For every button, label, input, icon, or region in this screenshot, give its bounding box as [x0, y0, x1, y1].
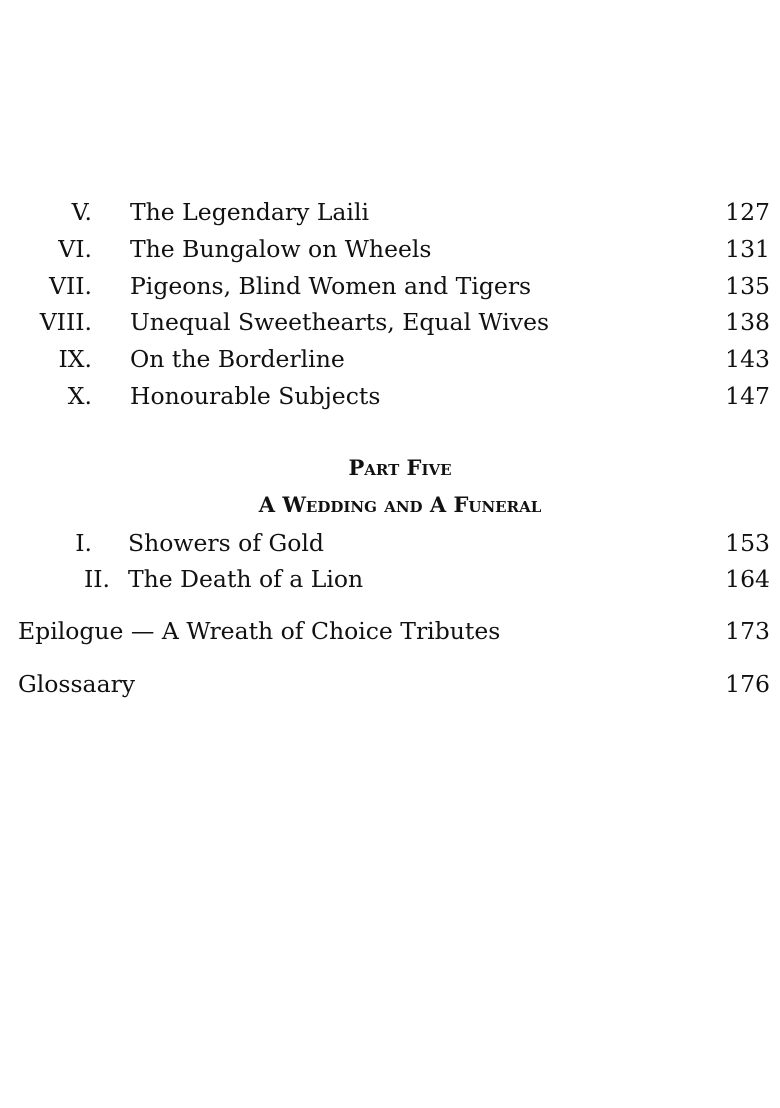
- page-number: 173: [725, 617, 770, 645]
- page-number: 131: [725, 235, 770, 263]
- toc-row: I. Showers of Gold 153: [0, 526, 780, 560]
- chapter-number: I.: [75, 529, 92, 557]
- page-number: 164: [725, 565, 770, 593]
- chapter-title: Unequal Sweethearts, Equal Wives: [130, 308, 550, 336]
- toc-row-epilogue: Epilogue — A Wreath of Choice Tributes 1…: [0, 614, 780, 648]
- toc-row: VI. The Bungalow on Wheels 131: [0, 232, 780, 266]
- chapter-title: Showers of Gold: [128, 529, 324, 557]
- chapter-title: The Legendary Laili: [130, 198, 369, 226]
- chapter-title: The Bungalow on Wheels: [130, 235, 432, 263]
- toc-row-glossary: Glossaary 176: [0, 667, 780, 701]
- chapter-number: X.: [67, 382, 92, 410]
- chapter-number: VIII.: [39, 308, 92, 336]
- chapter-number: VII.: [48, 272, 92, 300]
- toc-row: V. The Legendary Laili 127: [0, 195, 780, 229]
- page-number: 138: [725, 308, 770, 336]
- toc-row: VII. Pigeons, Blind Women and Tigers 135: [0, 269, 780, 303]
- toc-row: II. The Death of a Lion 164: [0, 562, 780, 596]
- chapter-number: V.: [71, 198, 92, 226]
- page-number: 176: [725, 670, 770, 698]
- part-title: A Wedding and A Funeral: [258, 492, 542, 517]
- chapter-number: IX.: [58, 345, 92, 373]
- chapter-title: The Death of a Lion: [128, 565, 364, 593]
- page-number: 153: [725, 529, 770, 557]
- chapter-title: Pigeons, Blind Women and Tigers: [130, 272, 532, 300]
- part-label: Part Five: [348, 455, 452, 480]
- glossary-title: Glossaary: [18, 670, 136, 698]
- chapter-number: VI.: [58, 235, 92, 263]
- toc-row: IX. On the Borderline 143: [0, 342, 780, 376]
- page-number: 127: [725, 198, 770, 226]
- toc-row: X. Honourable Subjects 147: [0, 379, 780, 413]
- page-number: 143: [725, 345, 770, 373]
- chapter-number: II.: [83, 565, 110, 593]
- page-number: 135: [725, 272, 770, 300]
- chapter-title: On the Borderline: [130, 345, 345, 373]
- toc-row: VIII. Unequal Sweethearts, Equal Wives 1…: [0, 305, 780, 339]
- epilogue-title: Epilogue — A Wreath of Choice Tributes: [18, 617, 501, 645]
- page-number: 147: [725, 382, 770, 410]
- chapter-title: Honourable Subjects: [130, 382, 381, 410]
